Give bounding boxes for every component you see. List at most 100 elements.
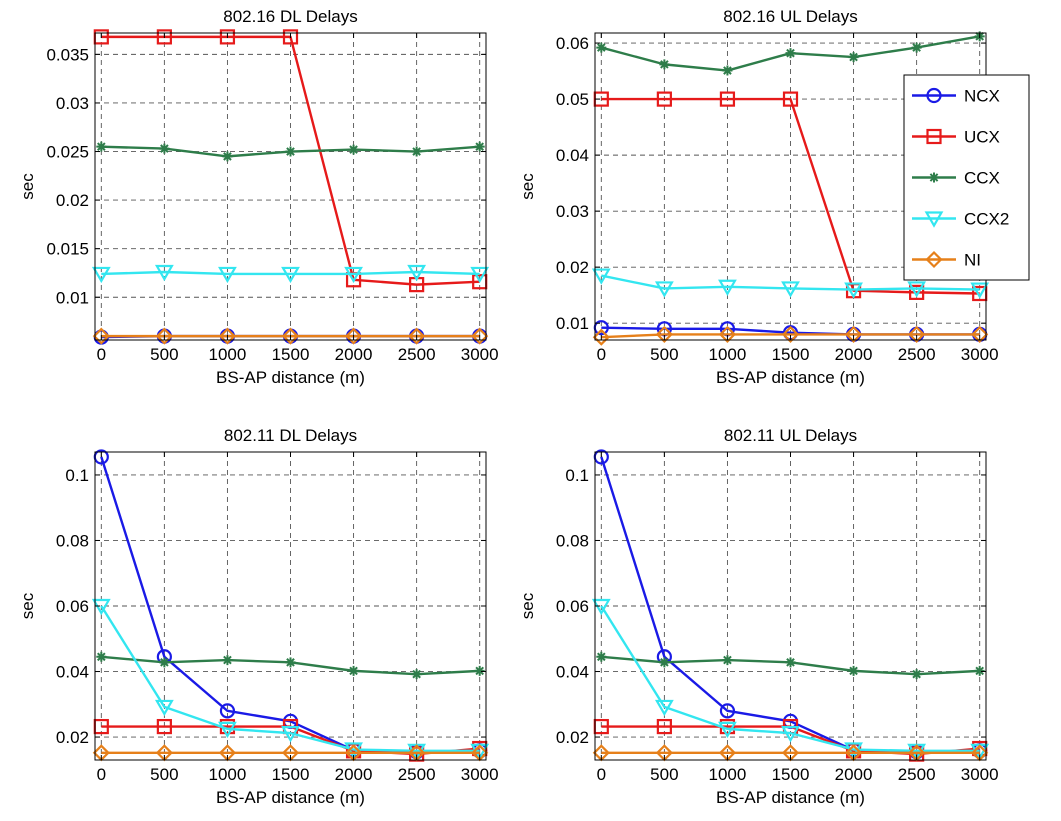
data-point <box>345 327 363 345</box>
x-axis-label: BS-AP distance (m) <box>216 788 365 807</box>
data-point <box>659 657 670 668</box>
legend-marker <box>926 128 942 145</box>
x-tick-label: 2500 <box>898 765 936 784</box>
data-point <box>718 279 737 296</box>
data-point <box>219 29 236 45</box>
data-point <box>92 327 110 345</box>
data-point <box>782 91 799 107</box>
y-tick-label: 0.03 <box>56 94 89 113</box>
legend: NCX UCX CCX CCX2 NI <box>903 74 1030 281</box>
x-tick-label: 1500 <box>272 345 310 364</box>
legend-marker <box>929 172 939 183</box>
data-point <box>785 48 796 59</box>
y-axis-label: sec <box>518 173 537 200</box>
data-point <box>596 42 607 53</box>
x-tick-label: 2500 <box>398 765 436 784</box>
legend-label: NI <box>964 251 981 270</box>
data-point <box>659 59 670 70</box>
data-point <box>281 726 300 743</box>
y-tick-label: 0.06 <box>556 597 589 616</box>
data-point <box>654 281 674 298</box>
data-point <box>407 264 427 282</box>
data-point <box>218 266 237 284</box>
data-point <box>155 327 173 345</box>
y-tick-label: 0.015 <box>46 240 89 259</box>
data-point <box>656 718 672 735</box>
data-point <box>474 141 485 152</box>
data-point <box>281 266 300 284</box>
legend-item-ncx: NCX <box>912 87 1000 106</box>
y-tick-label: 0.02 <box>56 728 89 747</box>
legend-item-ccx2: CCX2 <box>912 210 1009 229</box>
data-point <box>844 282 863 299</box>
series-ccx <box>96 141 485 162</box>
data-point <box>96 651 107 662</box>
data-point <box>91 266 111 284</box>
data-point <box>281 327 300 345</box>
data-point <box>348 144 359 155</box>
series-line <box>600 605 980 753</box>
series-ni <box>592 325 989 346</box>
x-tick-label: 1500 <box>772 345 810 364</box>
x-tick-label: 0 <box>97 345 106 364</box>
data-point <box>848 665 859 676</box>
series-line <box>601 274 980 291</box>
data-point <box>974 665 985 676</box>
data-point <box>591 268 611 285</box>
x-tick-label: 1000 <box>709 345 747 364</box>
data-point <box>907 281 927 298</box>
subplot-dl-80216: 0 500 1000 1500 2000 2500 3000 0.01 0.015 0.02 0.0… <box>18 7 499 387</box>
x-tick-label: 2000 <box>335 765 373 784</box>
y-axis-label: sec <box>18 173 37 200</box>
data-point <box>411 146 422 157</box>
y-tick-label: 0.03 <box>556 202 589 221</box>
legend-marker <box>926 87 942 104</box>
data-point <box>154 264 174 282</box>
legend-marker <box>925 250 943 269</box>
legend-label: CCX2 <box>964 210 1009 229</box>
y-axis-label: sec <box>518 592 537 619</box>
x-tick-label: 2000 <box>835 765 873 784</box>
y-tick-label: 0.04 <box>556 663 589 682</box>
y-tick-label: 0.025 <box>46 143 89 162</box>
x-tick-label: 1000 <box>209 345 247 364</box>
x-tick-label: 500 <box>150 345 178 364</box>
legend-item-ucx: UCX <box>912 128 1000 147</box>
data-point <box>785 657 796 668</box>
data-point <box>908 325 926 343</box>
x-tick-label: 1500 <box>772 765 810 784</box>
x-tick-label: 0 <box>597 345 606 364</box>
grid <box>595 452 986 760</box>
series-ccx2 <box>591 268 990 299</box>
series-ccx <box>96 651 485 680</box>
data-point <box>596 651 607 662</box>
data-point <box>655 325 673 343</box>
subplot-ul-80211: 0 500 1000 1500 2000 2500 3000 0.02 0.04 0.06 0.08… <box>518 426 999 807</box>
x-tick-label: 2500 <box>898 345 936 364</box>
data-point <box>348 665 359 676</box>
chart-title: 802.11 DL Delays <box>224 426 357 445</box>
data-point <box>656 91 672 107</box>
legend-label: NCX <box>964 87 1000 106</box>
x-tick-label: 500 <box>650 765 678 784</box>
subplot-dl-80211: 0 500 1000 1500 2000 2500 3000 0.02 0.04 0.06 0.08… <box>18 426 499 807</box>
x-tick-label: 0 <box>597 765 606 784</box>
x-tick-label: 500 <box>150 765 178 784</box>
x-axis-label: BS-AP distance (m) <box>716 788 865 807</box>
data-point <box>344 266 363 284</box>
data-point <box>718 325 736 343</box>
data-point <box>282 29 299 45</box>
data-point <box>470 266 490 284</box>
data-point <box>474 665 485 676</box>
data-point <box>845 325 863 343</box>
data-point <box>159 657 170 668</box>
y-tick-label: 0.04 <box>556 146 589 165</box>
legend-label: UCX <box>964 128 1000 147</box>
y-tick-label: 0.01 <box>556 314 589 333</box>
data-point <box>719 703 736 719</box>
y-tick-label: 0.1 <box>65 466 89 485</box>
data-point <box>781 325 800 343</box>
y-tick-label: 0.02 <box>56 191 89 210</box>
y-tick-label: 0.08 <box>56 531 89 550</box>
data-point <box>971 325 989 343</box>
